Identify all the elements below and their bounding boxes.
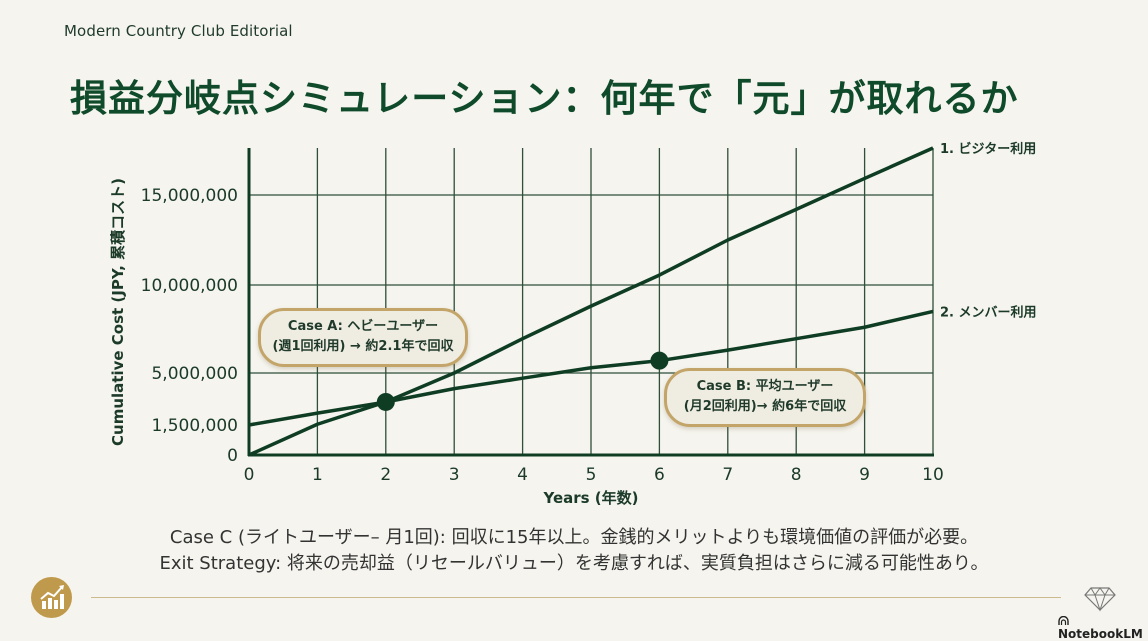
break-even-line-chart: 01,500,0005,000,00010,000,00015,000,000 … xyxy=(109,141,1037,507)
x-axis-ticks: 0 1 2 3 4 5 6 7 8 9 10 xyxy=(244,465,944,485)
callout-case-a-line2: (週1回利用) → 約2.1年で回収 xyxy=(272,339,454,354)
notebooklm-icon xyxy=(1058,616,1069,625)
x-tick-label: 9 xyxy=(859,465,870,485)
page-title: 損益分岐点シミュレーション：何年で「元」が取れるか xyxy=(70,77,1019,120)
callout-case-b: Case B: 平均ユーザー (月2回利用)→ 約6年で回収 xyxy=(664,368,866,427)
y-tick-label: 5,000,000 xyxy=(151,364,238,384)
x-tick-label: 10 xyxy=(922,465,944,485)
y-tick-label: 0 xyxy=(227,446,238,466)
brand-name: Modern Country Club Editorial xyxy=(64,22,293,40)
y-tick-label: 1,500,000 xyxy=(151,416,238,436)
x-tick-label: 2 xyxy=(380,465,391,485)
x-tick-label: 4 xyxy=(517,465,528,485)
callout-case-a-line1: Case A: ヘビーユーザー xyxy=(287,319,439,334)
note-exit-strategy: Exit Strategy: 将来の売却益（リセールバリュー）を考慮すれば、実質… xyxy=(159,553,989,574)
footer-divider xyxy=(91,597,1061,598)
series-label-1: 1. ビジター利用 xyxy=(940,141,1036,157)
x-tick-label: 6 xyxy=(654,465,665,485)
series-lines xyxy=(248,146,934,457)
break-even-point-case_b xyxy=(650,351,669,370)
y-tick-label: 10,000,000 xyxy=(141,276,238,296)
series-labels: 1. ビジター利用 2. メンバー利用 xyxy=(940,141,1037,320)
x-tick-label: 1 xyxy=(312,465,323,485)
y-axis-ticks: 0 1,500,000 5,000,000 10,000,000 15,000,000 xyxy=(141,186,238,466)
callout-case-a: Case A: ヘビーユーザー (週1回利用) → 約2.1年で回収 xyxy=(258,308,468,367)
notebooklm-watermark: NotebookLM xyxy=(1058,613,1148,641)
callout-case-b-line1: Case B: 平均ユーザー xyxy=(696,379,834,394)
series-line-1 xyxy=(248,146,934,457)
y-tick-label: 15,000,000 xyxy=(141,186,238,206)
x-tick-label: 5 xyxy=(586,465,597,485)
break-even-points xyxy=(376,351,669,411)
note-case-c: Case C (ライトユーザー– 月1回): 回収に15年以上。金銭的メリットよ… xyxy=(169,527,979,548)
y-axis-label: Cumulative Cost (JPY, 累積コスト) xyxy=(109,178,127,446)
break-even-point-case_a xyxy=(376,392,395,411)
chart-axes xyxy=(247,148,934,457)
growth-chart-icon xyxy=(31,577,72,618)
callout-case-b-line2: (月2回利用)→ 約6年で回収 xyxy=(683,399,847,414)
series-label-2: 2. メンバー利用 xyxy=(940,304,1037,320)
x-axis-label: Years (年数) xyxy=(542,489,638,507)
notebooklm-label: NotebookLM xyxy=(1058,627,1143,641)
series-line-2 xyxy=(248,309,934,427)
x-tick-label: 7 xyxy=(722,465,733,485)
x-tick-label: 0 xyxy=(244,465,255,485)
x-tick-label: 8 xyxy=(791,465,802,485)
x-tick-label: 3 xyxy=(449,465,460,485)
diamond-icon xyxy=(1084,587,1116,612)
notes: Case C (ライトユーザー– 月1回): 回収に15年以上。金銭的メリットよ… xyxy=(0,525,1148,577)
